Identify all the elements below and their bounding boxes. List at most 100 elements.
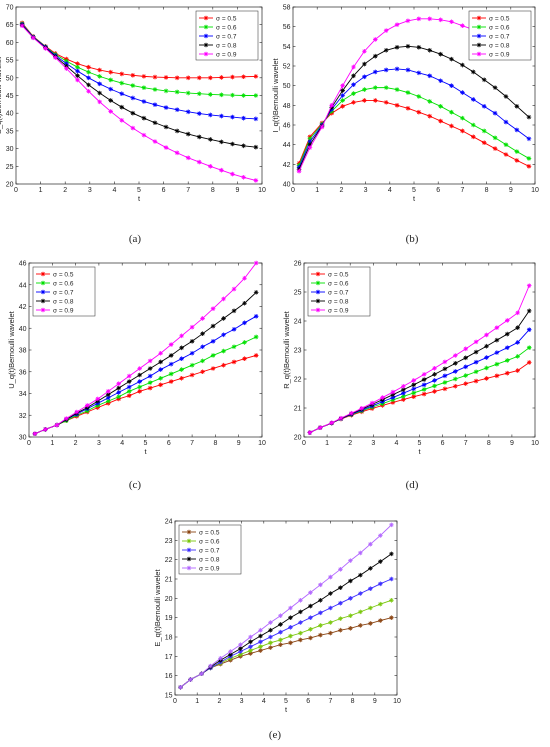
data-point (362, 87, 367, 92)
x-tick-label: 2 (217, 698, 221, 705)
data-point (504, 318, 510, 323)
legend-marker (186, 547, 192, 553)
data-point (119, 91, 125, 97)
data-point (348, 596, 353, 601)
data-point (369, 400, 375, 406)
data-point (147, 385, 153, 391)
x-tick-label: 8 (487, 440, 491, 447)
panel-label-b: (b) (406, 233, 419, 245)
legend-marker (315, 280, 321, 286)
x-tick-label: 5 (412, 187, 416, 194)
data-point (86, 64, 91, 70)
data-point (484, 343, 489, 349)
data-point (338, 627, 343, 633)
data-point (242, 340, 247, 345)
data-point (494, 337, 500, 343)
data-point (401, 387, 406, 393)
data-point (253, 353, 259, 358)
data-point (503, 94, 509, 99)
y-tick-label: 24 (294, 319, 302, 326)
data-point (401, 394, 406, 399)
data-point (179, 375, 184, 381)
data-point (253, 116, 259, 122)
data-point (351, 100, 356, 105)
data-point (238, 642, 243, 648)
data-point (308, 603, 313, 609)
data-point (130, 83, 136, 88)
legend-label: σ = 0.7 (216, 33, 237, 40)
data-point (210, 306, 216, 311)
data-point (221, 348, 226, 354)
data-point (362, 48, 367, 54)
data-point (432, 378, 437, 383)
legend-label: σ = 0.5 (216, 15, 237, 22)
x-tick-label: 4 (394, 440, 398, 447)
data-point (168, 342, 174, 347)
data-point (137, 384, 142, 390)
data-point (86, 88, 91, 94)
y-tick-label: 25 (6, 164, 14, 171)
y-tick-label: 18 (165, 635, 173, 642)
data-point (481, 140, 487, 145)
data-point (421, 387, 427, 392)
legend-marker (40, 289, 46, 295)
data-point (126, 384, 132, 390)
data-point (358, 550, 363, 556)
y-tick-label: 35 (6, 128, 14, 135)
panel-label-c: (c) (129, 479, 142, 491)
data-point (141, 85, 147, 91)
x-tick-label: 10 (393, 698, 401, 705)
legend-label: σ = 0.9 (53, 307, 74, 314)
data-point (460, 128, 465, 134)
series-3 (19, 22, 259, 122)
data-point (401, 390, 406, 396)
data-point (438, 118, 443, 124)
data-point (241, 93, 246, 98)
data-point (338, 616, 343, 621)
y-tick-label: 40 (6, 111, 14, 118)
data-point (75, 73, 80, 78)
data-point (152, 139, 158, 144)
data-point (200, 331, 205, 336)
data-point (368, 586, 373, 591)
data-point (116, 394, 121, 400)
series-line (180, 524, 392, 688)
data-point (405, 18, 411, 24)
data-point (405, 105, 411, 111)
data-point (130, 125, 136, 131)
data-point (218, 655, 223, 661)
data-point (119, 71, 125, 77)
data-point (340, 83, 345, 88)
data-point (258, 648, 263, 653)
data-point (196, 91, 202, 97)
data-point (380, 395, 385, 400)
data-point (473, 369, 479, 375)
data-point (141, 99, 147, 104)
data-point (208, 164, 213, 169)
data-point (427, 47, 433, 53)
data-point (372, 85, 378, 90)
data-point (230, 92, 235, 98)
data-point (318, 623, 323, 628)
data-point (308, 590, 313, 595)
x-tick-label: 4 (262, 698, 266, 705)
data-point (126, 389, 132, 394)
data-point (189, 339, 195, 344)
data-point (338, 600, 343, 606)
data-point (221, 296, 226, 302)
data-point (163, 105, 169, 110)
y-tick-label: 21 (294, 406, 302, 413)
x-tick-label: 3 (364, 187, 368, 194)
legend-marker (315, 307, 321, 313)
data-point (210, 323, 216, 329)
data-point (97, 67, 102, 73)
data-point (449, 56, 454, 62)
data-point (484, 365, 489, 371)
data-point (463, 373, 468, 378)
data-point (168, 371, 174, 377)
legend-label: σ = 0.8 (489, 42, 510, 49)
x-tick-label: 5 (144, 440, 148, 447)
legend-label: σ = 0.7 (489, 33, 510, 40)
data-point (463, 346, 468, 352)
data-point (97, 99, 102, 105)
